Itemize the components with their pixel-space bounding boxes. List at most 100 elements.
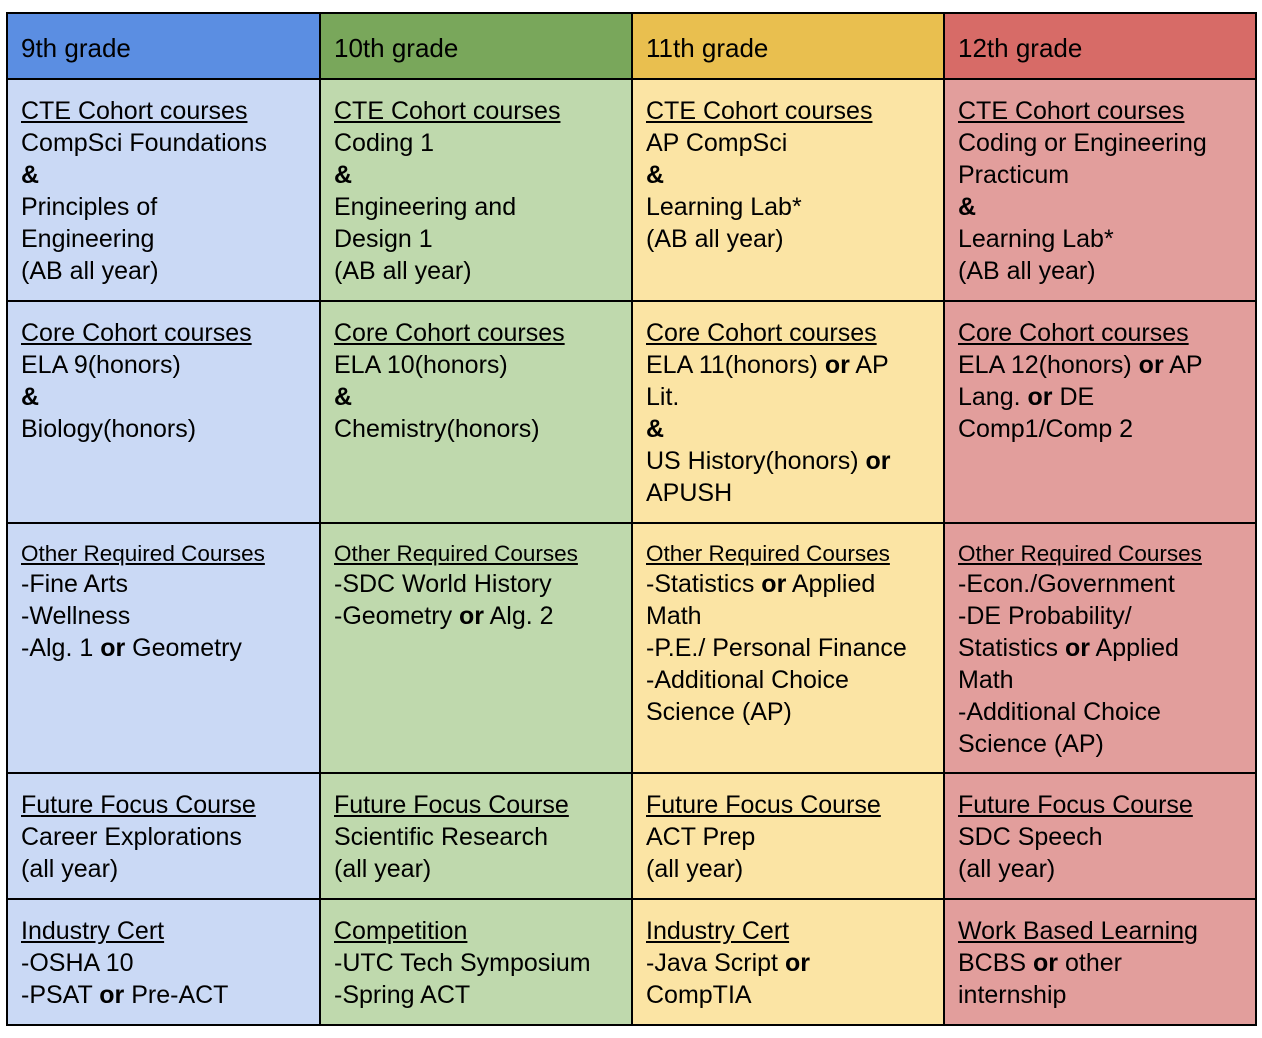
and-connector: & bbox=[958, 193, 977, 221]
course-line: Career Explorations bbox=[21, 823, 242, 851]
course-line: Science (AP) bbox=[646, 698, 792, 726]
course-text: DE bbox=[1052, 383, 1095, 411]
cell-11-future: Future Focus Course ACT Prep (all year) bbox=[631, 772, 945, 900]
or-connector: or bbox=[1027, 383, 1053, 411]
or-connector: or bbox=[784, 949, 810, 977]
cell-10-competition: Competition -UTC Tech Symposium -Spring … bbox=[319, 898, 633, 1026]
cell-heading: CTE Cohort courses bbox=[334, 97, 561, 125]
cell-heading: Core Cohort courses bbox=[958, 319, 1189, 347]
row-cte-cohort: CTE Cohort courses CompSci Foundations &… bbox=[6, 78, 1257, 302]
cell-10-core: Core Cohort courses ELA 10(honors) & Che… bbox=[319, 300, 633, 524]
course-line: -UTC Tech Symposium bbox=[334, 949, 591, 977]
cell-heading: Other Required Courses bbox=[958, 541, 1202, 566]
course-line: Design 1 bbox=[334, 225, 433, 253]
course-line: Statistics or Applied bbox=[958, 632, 1245, 664]
course-text: Statistics bbox=[958, 634, 1065, 662]
cell-heading: Other Required Courses bbox=[646, 541, 890, 566]
course-line: Chemistry(honors) bbox=[334, 415, 540, 443]
and-connector: & bbox=[21, 383, 40, 411]
course-line: ELA 11(honors) or AP bbox=[646, 349, 933, 381]
course-line: -Wellness bbox=[21, 602, 131, 630]
course-text: ELA 11(honors) bbox=[646, 351, 825, 379]
course-line: US History(honors) or bbox=[646, 445, 933, 477]
course-line: Biology(honors) bbox=[21, 415, 197, 443]
course-text: -Java Script bbox=[646, 949, 785, 977]
course-line: Scientific Research bbox=[334, 823, 548, 851]
cell-heading: Industry Cert bbox=[646, 917, 790, 945]
or-connector: or bbox=[761, 570, 787, 598]
course-line: Science (AP) bbox=[958, 730, 1104, 758]
cell-9-core: Core Cohort courses ELA 9(honors) & Biol… bbox=[6, 300, 321, 524]
course-line: Learning Lab* bbox=[958, 225, 1114, 253]
or-connector: or bbox=[1064, 634, 1090, 662]
course-line: (all year) bbox=[646, 855, 744, 883]
cell-12-future: Future Focus Course SDC Speech (all year… bbox=[943, 772, 1257, 900]
cell-heading: CTE Cohort courses bbox=[646, 97, 873, 125]
or-connector: or bbox=[824, 351, 850, 379]
cell-11-cte: CTE Cohort courses AP CompSci & Learning… bbox=[631, 78, 945, 302]
course-line: -Additional Choice bbox=[646, 666, 849, 694]
course-line: -SDC World History bbox=[334, 570, 552, 598]
course-line: (all year) bbox=[334, 855, 432, 883]
course-line: (all year) bbox=[21, 855, 119, 883]
cell-heading: Other Required Courses bbox=[21, 541, 265, 566]
course-line: Principles of bbox=[21, 193, 158, 221]
course-line: Engineering bbox=[21, 225, 155, 253]
header-12th-grade: 12th grade bbox=[943, 12, 1257, 80]
course-line: Math bbox=[958, 666, 1014, 694]
or-connector: or bbox=[99, 981, 125, 1009]
course-line: ACT Prep bbox=[646, 823, 756, 851]
course-line: ELA 10(honors) bbox=[334, 351, 508, 379]
cell-heading: CTE Cohort courses bbox=[21, 97, 248, 125]
row-other-required: Other Required Courses -Fine Arts -Welln… bbox=[6, 522, 1257, 774]
row-future-focus: Future Focus Course Career Explorations … bbox=[6, 772, 1257, 900]
cell-10-other: Other Required Courses -SDC World Histor… bbox=[319, 522, 633, 774]
cell-11-cert: Industry Cert -Java Script or CompTIA bbox=[631, 898, 945, 1026]
course-line: -Statistics or Applied bbox=[646, 568, 933, 600]
course-text: AP bbox=[1163, 351, 1203, 379]
cell-heading: Competition bbox=[334, 917, 468, 945]
course-text: Applied bbox=[786, 570, 876, 598]
course-line: -PSAT or Pre-ACT bbox=[21, 979, 309, 1011]
course-text: Applied bbox=[1089, 634, 1179, 662]
course-line: (AB all year) bbox=[958, 257, 1096, 285]
row-certification: Industry Cert -OSHA 10 -PSAT or Pre-ACT … bbox=[6, 898, 1257, 1026]
course-line: -OSHA 10 bbox=[21, 949, 134, 977]
cell-heading: Future Focus Course bbox=[958, 791, 1193, 819]
course-line: (all year) bbox=[958, 855, 1056, 883]
or-connector: or bbox=[865, 447, 891, 475]
course-line: -Econ./Government bbox=[958, 570, 1175, 598]
course-line: internship bbox=[958, 981, 1067, 1009]
header-9th-grade: 9th grade bbox=[6, 12, 321, 80]
cell-heading: Industry Cert bbox=[21, 917, 165, 945]
cell-9-cte: CTE Cohort courses CompSci Foundations &… bbox=[6, 78, 321, 302]
header-10th-grade: 10th grade bbox=[319, 12, 633, 80]
course-line: (AB all year) bbox=[21, 257, 159, 285]
course-text: ELA 12(honors) bbox=[958, 351, 1139, 379]
course-line: ELA 9(honors) bbox=[21, 351, 181, 379]
course-line: -Additional Choice bbox=[958, 698, 1161, 726]
course-text: US History(honors) bbox=[646, 447, 866, 475]
course-line: BCBS or other bbox=[958, 947, 1245, 979]
cell-10-future: Future Focus Course Scientific Research … bbox=[319, 772, 633, 900]
row-core-cohort: Core Cohort courses ELA 9(honors) & Biol… bbox=[6, 300, 1257, 524]
course-text: -PSAT bbox=[21, 981, 100, 1009]
and-connector: & bbox=[21, 161, 40, 189]
header-row: 9th grade 10th grade 11th grade 12th gra… bbox=[6, 12, 1257, 80]
cell-12-core: Core Cohort courses ELA 12(honors) or AP… bbox=[943, 300, 1257, 524]
course-line: APUSH bbox=[646, 479, 733, 507]
course-text: AP bbox=[849, 351, 889, 379]
course-text: Alg. 2 bbox=[484, 602, 554, 630]
course-line: CompSci Foundations bbox=[21, 129, 267, 157]
and-connector: & bbox=[334, 161, 353, 189]
cell-12-other: Other Required Courses -Econ./Government… bbox=[943, 522, 1257, 774]
course-text: Pre-ACT bbox=[124, 981, 229, 1009]
course-text: -Alg. 1 bbox=[21, 634, 101, 662]
course-line: -Alg. 1 or Geometry bbox=[21, 632, 309, 664]
course-line: CompTIA bbox=[646, 981, 752, 1009]
cell-heading: Other Required Courses bbox=[334, 541, 578, 566]
course-line: -DE Probability/ bbox=[958, 602, 1132, 630]
course-text: Lang. bbox=[958, 383, 1028, 411]
cell-heading: Future Focus Course bbox=[21, 791, 256, 819]
header-11th-grade: 11th grade bbox=[631, 12, 945, 80]
